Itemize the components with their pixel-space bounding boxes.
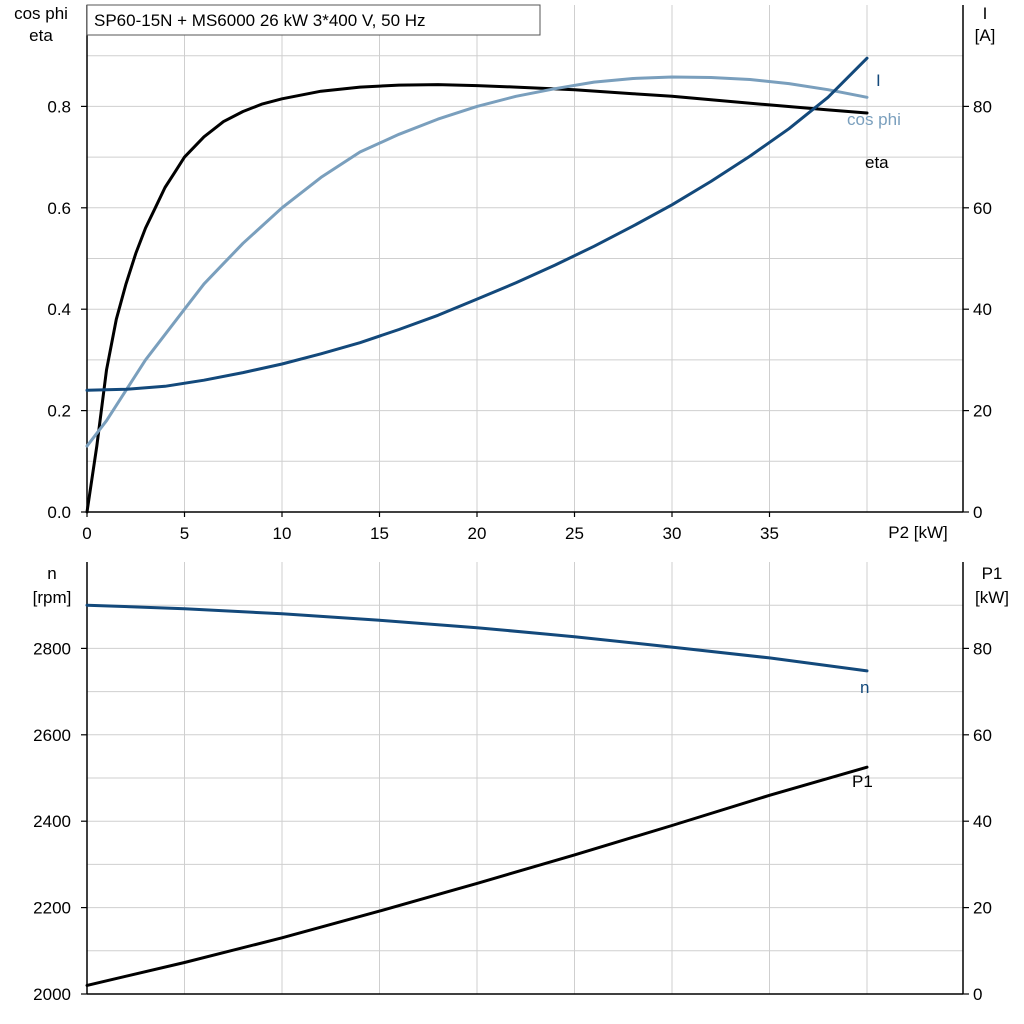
top-left-tick-label: 0.4: [47, 300, 71, 319]
bottom-left-tick-label: 2800: [33, 639, 71, 658]
bottom-right-axis-label-line2: [kW]: [975, 588, 1009, 607]
bottom-right-tick-label: 80: [973, 639, 992, 658]
label-cos-phi: cos phi: [847, 110, 901, 129]
top-right-axis-label-line2: [A]: [975, 26, 996, 45]
top-left-tick-label: 0.0: [47, 503, 71, 522]
bottom-series-p1: [85, 765, 869, 987]
top-x-tick-label: 35: [760, 524, 779, 543]
top-grid: [86, 5, 964, 513]
bottom-left-axis-label-line1: n: [47, 564, 56, 583]
bottom-left-tick-label: 2000: [33, 985, 71, 1004]
top-x-tick-label: 0: [82, 524, 91, 543]
bottom-grid: [86, 562, 964, 995]
top-left-tick-label: 0.8: [47, 97, 71, 116]
top-title-box: [86, 4, 541, 36]
top-right-tick-label: 20: [973, 402, 992, 421]
top-left-tick-label: 0.2: [47, 402, 71, 421]
top-x-tick-label: 20: [468, 524, 487, 543]
label-P1: P1: [852, 772, 873, 791]
bottom-right-tick-label: 40: [973, 812, 992, 831]
top-left-axis-label-line2: eta: [29, 26, 53, 45]
bottom-right-tick-label: 60: [973, 726, 992, 745]
label-I: I: [876, 71, 881, 90]
top-x-tick-label: 25: [565, 524, 584, 543]
bottom-left-tick-label: 2200: [33, 899, 71, 918]
top-title: SP60-15N + MS6000 26 kW 3*400 V, 50 Hz: [94, 11, 426, 30]
top-series-cos-phi: [85, 75, 869, 448]
top-x-tick-label: 30: [663, 524, 682, 543]
top-left-tick-label: 0.6: [47, 199, 71, 218]
top-right-tick-label: 80: [973, 97, 992, 116]
top-x-tick-label: 5: [180, 524, 189, 543]
bottom-left-tick-label: 2400: [33, 812, 71, 831]
top-right-tick-label: 40: [973, 300, 992, 319]
bottom-series-n: [85, 603, 869, 673]
label-eta: eta: [865, 153, 889, 172]
top-x-tick-label: 15: [370, 524, 389, 543]
top-series: [85, 56, 869, 514]
top-right-tick-label: 0: [973, 503, 982, 522]
bottom-left-axis-label-line2: [rpm]: [33, 588, 72, 607]
top-right-tick-label: 60: [973, 199, 992, 218]
bottom-right-axis-label-line1: P1: [982, 564, 1003, 583]
label-n: n: [860, 678, 869, 697]
bottom-chart: n [rpm] P1 [kW] 2000 2200 2400 2600 2800 0 20 4…: [33, 562, 1009, 1004]
top-x-axis-label: P2 [kW]: [888, 523, 948, 542]
top-ticks: 0.0 0.2 0.4 0.6 0.8 0 20 40 60 80 0 5 10 15 20 25 30 35: [47, 97, 992, 543]
top-x-tick-label: 10: [273, 524, 292, 543]
bottom-series: [85, 603, 869, 987]
bottom-right-tick-label: 0: [973, 985, 982, 1004]
top-series-i: [85, 56, 869, 392]
bottom-right-tick-label: 20: [973, 899, 992, 918]
top-chart: SP60-15N + MS6000 26 kW 3*400 V, 50 Hz c…: [14, 4, 995, 543]
bottom-ticks: 2000 2200 2400 2600 2800 0 20 40 60 80: [33, 639, 992, 1004]
top-left-axis-label-line1: cos phi: [14, 4, 68, 23]
bottom-left-tick-label: 2600: [33, 726, 71, 745]
top-series-eta: [85, 83, 869, 514]
top-right-axis-label-line1: I: [983, 4, 988, 23]
